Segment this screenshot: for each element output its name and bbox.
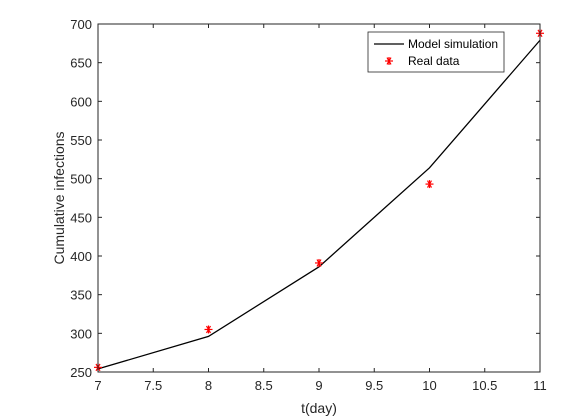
legend-asterisk bbox=[385, 57, 393, 65]
y-tick-label: 550 bbox=[70, 133, 92, 148]
data-point-real-data bbox=[204, 325, 213, 334]
x-axis-label: t(day) bbox=[301, 400, 337, 416]
y-tick-label: 500 bbox=[70, 172, 92, 187]
plot-frame bbox=[97, 23, 541, 373]
data-point-real-data bbox=[315, 258, 323, 267]
legend-marker-real-data bbox=[385, 57, 393, 65]
y-tick-label: 600 bbox=[70, 94, 92, 109]
y-tick-label: 400 bbox=[70, 249, 92, 264]
plot-background bbox=[98, 24, 540, 372]
legend-label-real-data: Real data bbox=[408, 54, 460, 68]
series-layer bbox=[94, 29, 544, 372]
x-tick-label: 10 bbox=[422, 378, 436, 393]
x-tick-label: 8 bbox=[205, 378, 212, 393]
x-tick-label: 9.5 bbox=[365, 378, 383, 393]
y-tick-label: 250 bbox=[70, 365, 92, 380]
y-tick-label: 300 bbox=[70, 326, 92, 341]
x-tick-label: 8.5 bbox=[255, 378, 273, 393]
x-tick-label: 11 bbox=[533, 378, 547, 393]
y-axis-label: Cumulative infections bbox=[51, 131, 67, 264]
y-tick-label: 450 bbox=[70, 210, 92, 225]
legend: Model simulation Real data bbox=[367, 31, 505, 73]
y-tick-label: 350 bbox=[70, 288, 92, 303]
x-tick-label: 7 bbox=[94, 378, 101, 393]
legend-label-model-simulation: Model simulation bbox=[408, 37, 498, 51]
data-point-real-data bbox=[425, 180, 434, 189]
x-tick-labels: 7 7.5 8 8.5 9 9.5 10 10.5 11 bbox=[94, 378, 546, 393]
x-tick-label: 10.5 bbox=[472, 378, 497, 393]
y-tick-label: 700 bbox=[70, 17, 92, 32]
y-tick-label: 650 bbox=[70, 56, 92, 71]
x-tick-label: 7.5 bbox=[144, 378, 162, 393]
y-tick-labels: 250 300 350 400 450 500 550 600 650 700 bbox=[70, 17, 92, 380]
legend-box bbox=[367, 31, 505, 73]
x-tick-label: 9 bbox=[315, 378, 322, 393]
